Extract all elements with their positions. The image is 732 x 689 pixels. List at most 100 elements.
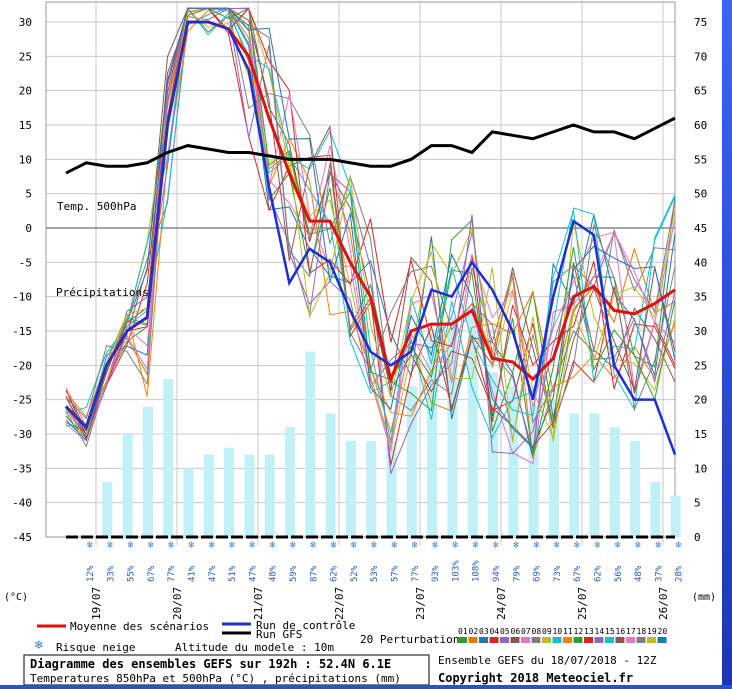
y-right-tick-label: 65	[694, 85, 707, 98]
snow-risk-label: 93%	[431, 565, 441, 582]
precip-bars	[102, 310, 681, 537]
member-swatch	[615, 637, 625, 643]
member-number: 05	[500, 627, 510, 636]
y-right-tick-label: 45	[694, 222, 707, 235]
x-tick-label: 19/07	[90, 587, 103, 620]
member-number: 14	[595, 627, 605, 636]
y-right-tick-label: 55	[694, 153, 707, 166]
x-tick-label: 20/07	[171, 587, 184, 620]
precip-bar	[122, 434, 133, 537]
member-swatch	[594, 637, 604, 643]
x-tick-label: 22/07	[333, 587, 346, 620]
y-right-tick-label: 20	[694, 394, 707, 407]
y-left-tick-label: 10	[19, 153, 32, 166]
member-swatch	[500, 637, 509, 643]
y-right-tick-label: 10	[694, 462, 707, 475]
precip-bar	[508, 385, 519, 537]
snowflake-icon: ❄	[310, 540, 317, 551]
y-left-tick-label: 0	[25, 222, 32, 235]
x-tick-label: 21/07	[252, 587, 265, 620]
snowflake-icon: ❄	[594, 540, 601, 551]
precip-bar	[163, 379, 174, 537]
snowflake-icon: ❄	[534, 540, 541, 551]
precip-bar	[325, 413, 336, 537]
y-left-tick-label: -20	[12, 359, 32, 372]
member-number: 15	[605, 627, 615, 636]
snowflake-icon: ❄	[107, 540, 114, 551]
snow-risk-label: 77%	[411, 565, 421, 582]
window-edge	[722, 0, 732, 685]
y-left-tick-label: -40	[12, 497, 32, 510]
perturbation-line	[65, 7, 676, 450]
snowflake-icon: ❄	[128, 540, 135, 551]
y-right-tick-label: 0	[694, 531, 701, 544]
member-swatch	[531, 637, 541, 643]
x-tick-label: 25/07	[576, 587, 589, 620]
precip-bar	[285, 427, 295, 537]
y-left-tick-label: -35	[12, 462, 32, 475]
member-number: 08	[532, 627, 542, 636]
member-swatch	[458, 637, 467, 643]
snow-risk-label: 55%	[127, 565, 137, 582]
snowflake-icon: ❄	[148, 540, 155, 551]
chart-subtitle: Temperatures 850hPa et 500hPa (°C) , pré…	[30, 672, 401, 685]
member-swatch	[489, 637, 499, 643]
member-swatch	[479, 637, 488, 643]
member-swatch	[626, 637, 635, 643]
member-number: 03	[479, 627, 489, 636]
snowflake-icon: ❄	[655, 540, 662, 551]
y-right-unit: (mm)	[692, 592, 716, 603]
member-swatch	[573, 637, 583, 643]
precip-bar	[427, 331, 438, 537]
snow-risk-label: 37%	[654, 565, 664, 582]
snow-risk-label: 62%	[330, 565, 340, 582]
y-right-tick-label: 25	[694, 359, 707, 372]
y-right-tick-label: 40	[694, 256, 707, 269]
precip-bar	[548, 399, 559, 537]
y-right-tick-label: 35	[694, 291, 707, 304]
perturbation-line	[65, 7, 676, 439]
snow-risk-label: 69%	[533, 565, 543, 582]
copyright: Copyright 2018 Meteociel.fr	[438, 671, 633, 685]
member-number: 19	[647, 627, 657, 636]
legend-control-label: Run de contrôle	[256, 619, 355, 632]
x-tick-label: 26/07	[657, 587, 670, 620]
precip-bar	[386, 440, 397, 537]
legend-snow-label: Risque neige	[56, 641, 135, 654]
precip-bar	[203, 454, 214, 537]
y-left-tick-label: -25	[12, 394, 32, 407]
member-number: 04	[490, 627, 500, 636]
snow-risk-label: 57%	[391, 565, 401, 582]
series-line	[65, 116, 676, 175]
snow-risk-labels: ❄ 12% ❄ 33% ❄ 55% ❄ 67% ❄ 77% ❄ 41% ❄ 47% ❄ 51% ❄ 47% ❄ 48%…	[86, 540, 685, 582]
snow-risk-label: 52%	[350, 565, 360, 582]
precip-bar	[142, 406, 153, 537]
perturbation-line	[65, 7, 676, 442]
snow-risk-label: 51%	[228, 565, 238, 582]
precip-bar	[589, 413, 600, 537]
y-left-unit: (°C)	[4, 592, 28, 603]
member-swatch	[468, 637, 478, 643]
snow-risk-label: 79%	[512, 565, 522, 582]
legend: Moyenne des scénarios Run de contrôle Ru…	[34, 619, 667, 654]
main-series	[64, 20, 677, 456]
x-tick-label: 24/07	[495, 587, 508, 620]
y-right-tick-label: 75	[694, 16, 707, 29]
y-right-tick-label: 5	[694, 497, 701, 510]
snowflake-icon: ❄	[513, 540, 520, 551]
model-altitude: Altitude du modele : 10m	[175, 641, 334, 654]
perturbation-line	[65, 7, 676, 436]
legend-mean-label: Moyenne des scénarios	[70, 620, 209, 633]
snowflake-icon: ❄	[554, 540, 561, 551]
member-swatch	[510, 637, 520, 643]
snowflake-icon: ❄	[249, 540, 256, 551]
member-number: 09	[542, 627, 552, 636]
legend-perturbations-label: 20 Perturbations	[360, 633, 466, 646]
y-left-tick-label: 20	[19, 85, 32, 98]
member-swatch	[552, 637, 562, 643]
member-number: 18	[637, 627, 647, 636]
member-number: 06	[511, 627, 521, 636]
snowflake-icon: ❄	[371, 540, 378, 551]
snow-risk-label: 33%	[106, 565, 116, 582]
legend-gfs-label: Run GFS	[256, 628, 302, 641]
